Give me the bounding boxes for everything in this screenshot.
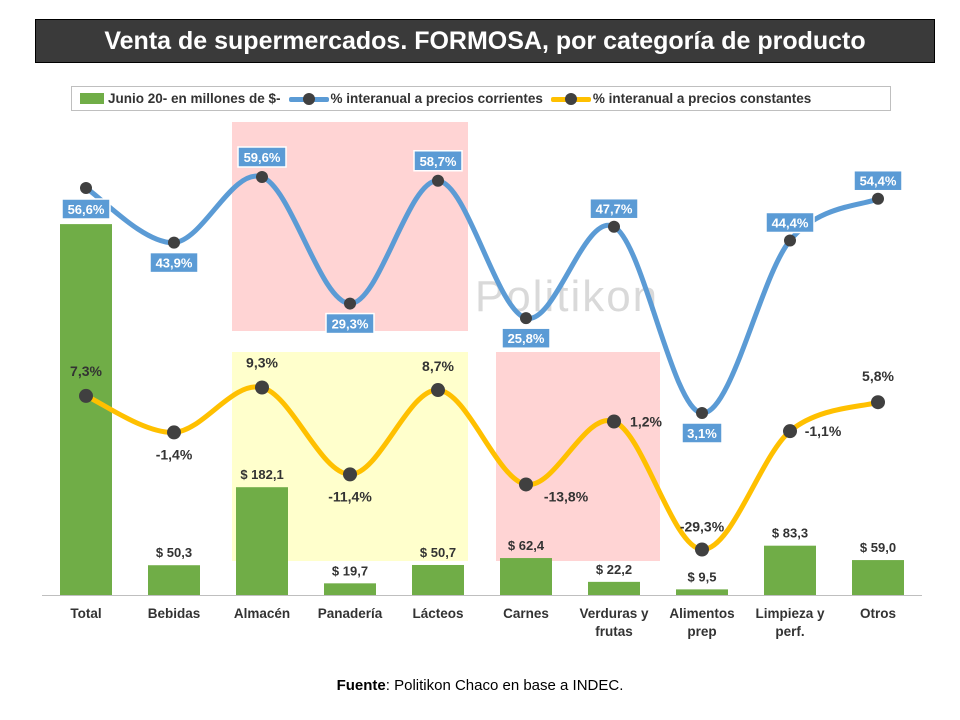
data-label-constantes-5: -13,8% <box>544 488 589 504</box>
source-label: Fuente <box>336 677 386 694</box>
category-label-1: Bebidas <box>148 606 201 621</box>
legend: Junio 20- en millones de $- % interanual… <box>71 86 891 111</box>
label-box-corrientes-9 <box>853 169 903 192</box>
series-line-constantes <box>83 384 881 553</box>
chart-title: Venta de supermercados. FORMOSA, por cat… <box>35 19 935 63</box>
bar-label-7: $ 9,5 <box>688 569 717 584</box>
bar-0 <box>60 224 112 595</box>
category-label-6: Verduras y frutas <box>579 606 649 639</box>
data-label-constantes-3: -11,4% <box>328 488 372 504</box>
bar-4 <box>412 564 464 595</box>
bar-label-4: $ 50,7 <box>420 545 456 560</box>
point-constantes-6 <box>607 414 621 429</box>
legend-item-constantes: % interanual a precios constantes <box>550 91 812 106</box>
data-label-constantes-0: 7,3% <box>70 363 102 379</box>
label-box-corrientes-7 <box>681 422 723 444</box>
bar-2 <box>236 487 288 595</box>
legend-swatch-bars <box>80 93 104 104</box>
bar-1 <box>148 565 200 595</box>
chart-plot: Politikon$ 626,5$ 50,3$ 182,1$ 19,7$ 50,… <box>42 122 922 639</box>
data-label-constantes-6: 1,2% <box>630 413 662 429</box>
data-label-constantes-1: -1,4% <box>156 446 193 462</box>
category-label-0: Total <box>70 606 101 621</box>
bar-7 <box>676 589 728 595</box>
legend-label-corrientes: % interanual a precios corrientes <box>330 91 543 106</box>
data-label-corrientes-8: 44,4% <box>772 215 809 230</box>
data-label-constantes-9: 5,8% <box>862 368 894 384</box>
bar-8 <box>764 545 816 595</box>
data-label-constantes-8: -1,1% <box>805 423 842 439</box>
data-label-constantes-4: 8,7% <box>422 358 454 374</box>
legend-label-bars: Junio 20- en millones de $- <box>108 91 281 106</box>
label-box-corrientes-5 <box>501 327 551 349</box>
point-constantes-2 <box>255 380 269 395</box>
data-label-corrientes-3: 29,3% <box>332 317 369 332</box>
bar-9 <box>852 560 904 595</box>
category-label-2: Almacén <box>234 606 290 621</box>
bar-5 <box>500 558 552 595</box>
source-note: Fuente: Politikon Chaco en base a INDEC. <box>0 677 960 694</box>
point-constantes-0 <box>79 388 93 403</box>
point-corrientes-9 <box>872 192 884 205</box>
data-label-corrientes-4: 58,7% <box>420 154 457 169</box>
legend-swatch-corrientes <box>288 92 329 105</box>
point-corrientes-2 <box>256 171 268 183</box>
category-label-7: Alimentos prep <box>669 606 734 639</box>
data-label-corrientes-1: 43,9% <box>156 256 193 271</box>
point-corrientes-6 <box>608 220 620 233</box>
bar-label-5: $ 62,4 <box>508 538 545 553</box>
category-label-4: Lácteos <box>412 606 463 621</box>
point-constantes-7 <box>695 542 709 557</box>
bar-label-8: $ 83,3 <box>772 526 808 541</box>
data-label-corrientes-0: 56,6% <box>68 202 105 217</box>
point-constantes-1 <box>167 425 181 440</box>
category-label-8: Limpieza y perf. <box>755 606 825 639</box>
point-constantes-4 <box>431 383 445 398</box>
category-label-9: Otros <box>860 606 896 621</box>
point-corrientes-0 <box>80 182 92 194</box>
label-box-corrientes-8 <box>765 211 815 234</box>
point-corrientes-5 <box>520 312 532 325</box>
data-label-constantes-2: 9,3% <box>246 355 278 371</box>
label-box-corrientes-6 <box>589 197 639 220</box>
data-label-corrientes-9: 54,4% <box>860 174 897 189</box>
data-label-corrientes-2: 59,6% <box>244 150 281 165</box>
point-corrientes-1 <box>168 236 180 249</box>
series-line-corrientes <box>83 173 881 416</box>
category-label-3: Panadería <box>318 606 383 621</box>
point-corrientes-4 <box>432 174 444 187</box>
legend-swatch-constantes <box>550 92 591 105</box>
label-box-corrientes-4 <box>413 150 463 172</box>
data-label-corrientes-7: 3,1% <box>687 426 717 441</box>
category-label-5: Carnes <box>503 606 549 621</box>
source-text: : Politikon Chaco en base a INDEC. <box>385 677 624 694</box>
legend-item-bars: Junio 20- en millones de $- <box>80 91 281 106</box>
point-corrientes-8 <box>784 234 796 247</box>
point-constantes-8 <box>783 424 797 439</box>
label-box-corrientes-0 <box>61 198 111 220</box>
point-corrientes-7 <box>696 407 708 419</box>
point-corrientes-3 <box>344 297 356 310</box>
highlight-box <box>496 352 660 561</box>
data-label-constantes-7: -29,3% <box>680 519 725 535</box>
data-label-corrientes-6: 47,7% <box>596 202 633 217</box>
bar-label-9: $ 59,0 <box>860 540 896 555</box>
bar-label-1: $ 50,3 <box>156 545 192 560</box>
bar-label-3: $ 19,7 <box>332 563 368 578</box>
label-box-corrientes-2 <box>237 146 287 168</box>
bar-3 <box>324 583 376 595</box>
bar-label-6: $ 22,2 <box>596 562 632 577</box>
point-constantes-5 <box>519 477 533 492</box>
label-box-corrientes-1 <box>149 251 199 274</box>
point-constantes-3 <box>343 467 357 482</box>
bar-6 <box>588 581 640 595</box>
legend-label-constantes: % interanual a precios constantes <box>592 91 812 106</box>
label-box-corrientes-3 <box>325 312 375 335</box>
legend-item-corrientes: % interanual a precios corrientes <box>288 91 543 106</box>
data-label-corrientes-5: 25,8% <box>508 331 545 346</box>
point-constantes-9 <box>871 395 885 410</box>
bar-label-2: $ 182,1 <box>240 467 283 482</box>
